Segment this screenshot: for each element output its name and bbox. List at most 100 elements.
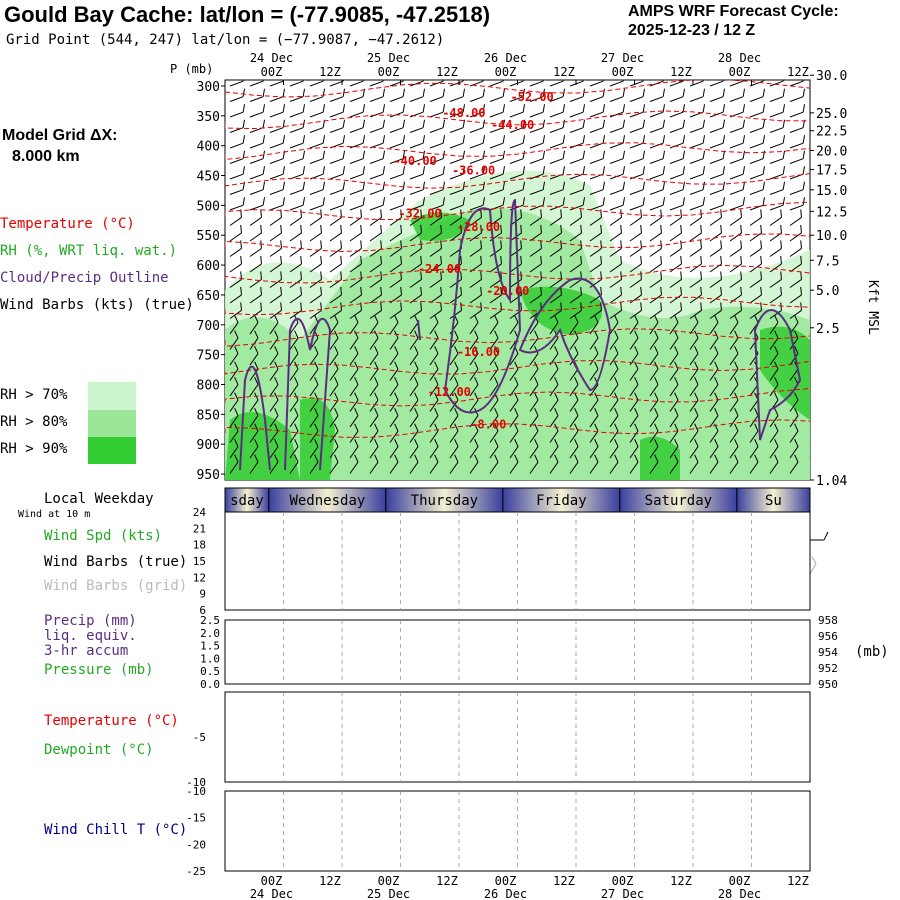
upper-wind-barb [229,135,246,149]
upper-wind-barb [649,302,662,319]
surface-wind-barb-grid [809,556,817,575]
upper-wind-barb [489,119,506,133]
upper-wind-barb [229,454,239,474]
upper-wind-barb [269,423,279,443]
dewpoint-label: Dewpoint (°C) [44,742,154,758]
upper-wind-barb [609,224,622,242]
upper-wind-barb [249,361,259,381]
upper-wind-barb [409,330,419,350]
upper-wind-barb [629,330,639,350]
upper-wind-barb [549,392,559,412]
upper-wind-barb [709,392,719,412]
upper-wind-barb [689,302,702,319]
upper-wind-barb [729,315,739,335]
upper-wind-barb [469,346,479,366]
height-tick-label: 30.0 [816,69,847,84]
upper-wind-barb [709,224,722,242]
upper-wind-barb [429,315,439,335]
upper-wind-barb [469,286,482,304]
top-hour-tick-label: 12Z [670,65,692,79]
upper-wind-barb [249,255,262,273]
upper-wind-barb [429,135,446,149]
pressure-tick-label: 500 [197,199,220,214]
upper-wind-barb [729,271,742,288]
legend-rh: RH (%, WRT liq. wat.) [0,243,178,259]
upper-wind-barb [489,181,506,195]
upper-wind-barb [529,454,539,474]
upper-wind-barb [349,209,362,226]
upper-wind-barb [489,240,502,257]
upper-wind-barb [469,302,482,319]
upper-wind-barb [449,454,459,474]
pressure-tick-label: 450 [197,170,220,185]
upper-wind-barb [769,346,779,366]
upper-wind-barb [529,166,546,180]
upper-wind-barb [229,330,239,350]
upper-wind-barb [669,255,682,273]
upper-wind-barb [649,408,659,428]
upper-wind-barb [569,119,586,133]
upper-wind-barb [309,392,319,412]
upper-wind-barb [289,181,306,195]
upper-wind-barb [649,271,662,288]
upper-wind-barb [569,454,579,474]
upper-wind-barb [649,166,666,180]
upper-wind-barb [789,224,802,242]
pressure-tick-label: 350 [197,110,220,125]
upper-wind-barb [769,423,779,443]
upper-wind-barb [369,439,379,459]
page-title: Gould Bay Cache: lat/lon = (-77.9085, -4… [4,2,491,27]
upper-wind-barb [269,377,279,397]
upper-wind-barb [729,166,746,180]
upper-wind-barb [509,240,522,257]
upper-wind-barb [509,454,519,474]
upper-wind-barb [489,80,506,87]
upper-wind-barb [269,271,282,288]
upper-wind-barb [609,197,626,211]
upper-wind-barb [269,104,286,118]
upper-wind-barb [769,255,782,273]
upper-wind-barb [549,377,559,397]
upper-wind-barb [669,240,682,257]
upper-wind-barb [649,423,659,443]
upper-wind-barb [429,88,446,102]
upper-wind-barb [469,88,486,102]
upper-wind-barb [309,150,326,164]
upper-wind-barb [489,377,499,397]
upper-wind-barb [369,104,386,118]
upper-wind-barb [549,271,562,288]
upper-wind-barb [389,454,399,474]
bottom-hour-tick-label: 12Z [553,874,575,888]
upper-wind-barb [469,135,486,149]
isotherm-label: -12.00 [428,385,471,399]
height-tick-label: 1.04 [816,474,847,489]
upper-wind-barb [249,423,259,443]
upper-wind-barb [509,135,526,149]
upper-wind-barb [569,224,582,242]
upper-wind-barb [329,224,342,242]
pressure-tick-label: 900 [197,438,220,453]
upper-wind-barb [649,330,659,350]
upper-wind-barb [349,439,359,459]
upper-wind-barb [529,286,542,304]
upper-wind-barb [409,209,422,226]
upper-wind-barb [589,104,606,118]
isotherm-label: -40.00 [393,154,436,168]
isotherm-label: -52.00 [510,90,553,104]
upper-wind-barb [409,346,419,366]
upper-wind-barb [729,88,746,102]
upper-wind-barb [309,286,322,304]
upper-wind-barb [569,104,586,118]
wind-at-10m-label: Wind at 10 m [18,509,91,520]
upper-wind-barb [289,240,302,257]
wind-tick-label: 15 [193,555,206,568]
upper-wind-barb [569,286,582,304]
precip-tick-label: 2.5 [200,614,220,627]
upper-wind-barb [269,315,279,335]
upper-wind-barb [629,271,642,288]
upper-wind-barb [549,209,562,226]
upper-wind-barb [269,454,279,474]
precip-label: Precip (mm) [44,613,137,629]
upper-wind-barb [429,302,442,319]
upper-wind-barb [389,88,406,102]
